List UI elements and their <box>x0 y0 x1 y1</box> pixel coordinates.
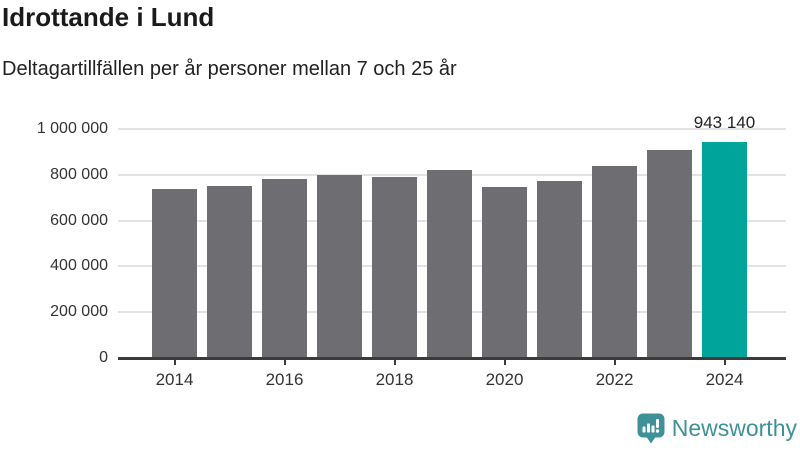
x-axis-tick <box>723 360 726 365</box>
bar <box>317 174 362 358</box>
bar <box>152 188 197 358</box>
brand-logo: Newsworthy <box>637 413 797 444</box>
bar <box>592 165 637 358</box>
x-axis-line <box>118 357 786 360</box>
x-axis-tick-label: 2024 <box>705 370 744 389</box>
x-axis-tick <box>173 360 176 365</box>
chart-title: Idrottande i Lund <box>2 2 215 32</box>
y-axis-tick-label: 400 000 <box>50 257 108 275</box>
brand-name: Newsworthy <box>671 415 797 441</box>
bar <box>207 186 252 358</box>
y-axis-tick-label: 200 000 <box>50 303 108 321</box>
bar <box>482 186 527 358</box>
y-axis-tick-label: 1 000 000 <box>36 120 108 137</box>
x-axis-tick <box>613 360 616 365</box>
x-axis-tick <box>283 360 286 365</box>
chart-subtitle: Deltagartillfällen per år personer mella… <box>2 58 457 80</box>
bar <box>537 181 582 358</box>
y-axis-tick-label: 800 000 <box>50 165 108 183</box>
x-axis-tick-label: 2018 <box>375 370 414 389</box>
bar-highlighted <box>702 142 747 358</box>
y-axis-tick-label: 0 <box>99 349 108 366</box>
y-axis-tick-label: 600 000 <box>50 211 108 229</box>
x-axis-tick-label: 2014 <box>155 370 194 389</box>
x-axis-tick-label: 2020 <box>485 370 524 389</box>
x-axis-tick-label: 2016 <box>265 370 304 389</box>
bar <box>427 170 472 358</box>
newsworthy-logo-icon <box>637 413 665 444</box>
x-axis-tick <box>393 360 396 365</box>
x-axis-tick <box>503 360 506 365</box>
bar <box>262 179 307 358</box>
bar <box>372 177 417 358</box>
bar-value-label: 943 140 <box>693 113 756 132</box>
y-gridline <box>118 128 786 130</box>
bar <box>647 149 692 358</box>
x-axis-tick-label: 2022 <box>595 370 634 389</box>
